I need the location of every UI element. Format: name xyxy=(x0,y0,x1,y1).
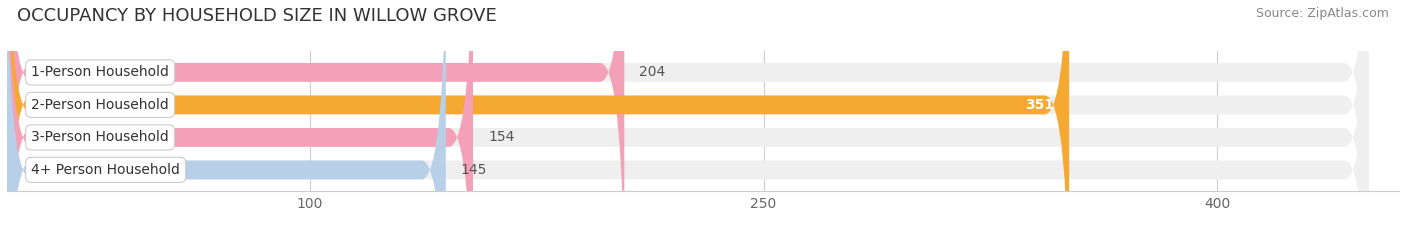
Text: 145: 145 xyxy=(461,163,488,177)
Text: 351: 351 xyxy=(1025,98,1054,112)
Text: 154: 154 xyxy=(488,130,515,144)
Text: 4+ Person Household: 4+ Person Household xyxy=(31,163,180,177)
FancyBboxPatch shape xyxy=(7,0,472,233)
Text: 204: 204 xyxy=(640,65,665,79)
Text: 2-Person Household: 2-Person Household xyxy=(31,98,169,112)
FancyBboxPatch shape xyxy=(7,0,446,233)
Text: OCCUPANCY BY HOUSEHOLD SIZE IN WILLOW GROVE: OCCUPANCY BY HOUSEHOLD SIZE IN WILLOW GR… xyxy=(17,7,496,25)
FancyBboxPatch shape xyxy=(7,0,1368,233)
FancyBboxPatch shape xyxy=(7,0,1368,233)
FancyBboxPatch shape xyxy=(7,0,624,233)
FancyBboxPatch shape xyxy=(7,0,1368,233)
Text: Source: ZipAtlas.com: Source: ZipAtlas.com xyxy=(1256,7,1389,20)
FancyBboxPatch shape xyxy=(7,0,1069,233)
Text: 1-Person Household: 1-Person Household xyxy=(31,65,169,79)
FancyBboxPatch shape xyxy=(7,0,1368,233)
Text: 3-Person Household: 3-Person Household xyxy=(31,130,169,144)
